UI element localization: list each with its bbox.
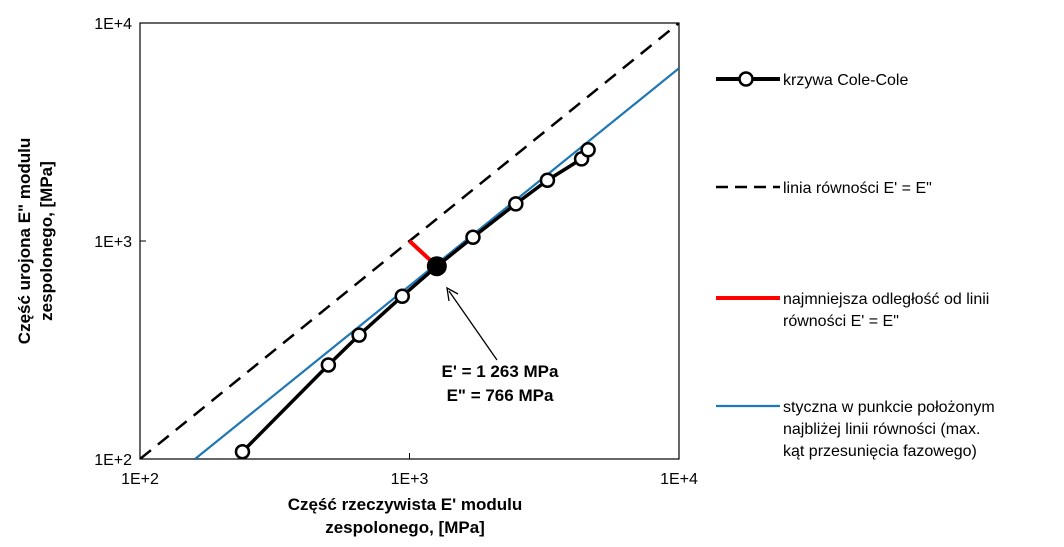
legend-label-equality-line: linia równości E' = E" xyxy=(783,180,932,197)
annotation-arrow xyxy=(448,290,498,361)
cole-cole-point xyxy=(234,443,251,459)
cole-cole-point xyxy=(580,142,596,158)
legend-item-equality-line: linia równości E' = E" xyxy=(716,180,932,197)
cole-cole-point xyxy=(394,288,411,304)
legend-marker-cole-cole xyxy=(738,71,754,87)
legend-label-tangent-line-2: najbliżej linii równości (max. xyxy=(783,421,980,438)
legend-label-tangent-line-3: kąt przesunięcia fazowego) xyxy=(783,443,977,460)
x-axis-title-line-2: zespolonego, [MPa] xyxy=(325,518,485,537)
cole-cole-point xyxy=(320,357,337,373)
cole-cole-markers xyxy=(234,142,596,459)
cole-cole-curve xyxy=(241,148,590,453)
legend: krzywa Cole-Cole linia równości E' = E" … xyxy=(716,71,995,460)
annotation-arrowhead xyxy=(446,286,459,302)
annotation-line-1: E' = 1 263 MPa xyxy=(442,362,560,381)
legend-label-min-distance-line-2: równości E' = E" xyxy=(783,313,899,330)
cole-cole-point xyxy=(539,172,556,188)
cole-cole-point xyxy=(508,196,524,212)
legend-label-cole-cole: krzywa Cole-Cole xyxy=(783,72,908,89)
x-tick-label: 1E+3 xyxy=(391,471,429,488)
x-axis-title-line-1: Część rzeczywista E' modulu xyxy=(288,495,523,514)
legend-label-min-distance-line-1: najmniejsza odległość od linii xyxy=(783,291,989,308)
y-tick-label: 1E+3 xyxy=(94,234,132,251)
legend-item-cole-cole: krzywa Cole-Cole xyxy=(716,71,908,89)
x-tick-label: 1E+4 xyxy=(660,471,698,488)
cole-cole-point xyxy=(351,327,367,343)
legend-item-min-distance: najmniejsza odległość od linii równości … xyxy=(716,291,989,330)
y-axis-title-line-2: zespolonego, [MPa] xyxy=(37,161,56,321)
annotation-line-2: E" = 766 MPa xyxy=(447,386,554,405)
legend-label-tangent-line-1: styczna w punkcie położonym xyxy=(783,399,995,416)
y-tick-label: 1E+4 xyxy=(94,16,132,33)
x-tick-label: 1E+2 xyxy=(121,471,159,488)
y-tick-label: 1E+2 xyxy=(94,452,132,469)
axis-ticks: 1E+2 1E+3 1E+4 1E+2 1E+3 1E+4 xyxy=(94,16,698,488)
y-axis-title-line-1: Część urojona E" modulu xyxy=(15,138,34,344)
highlight-point xyxy=(426,256,447,277)
legend-item-tangent: styczna w punkcie położonym najbliżej li… xyxy=(716,399,995,460)
cole-cole-point xyxy=(465,229,481,246)
